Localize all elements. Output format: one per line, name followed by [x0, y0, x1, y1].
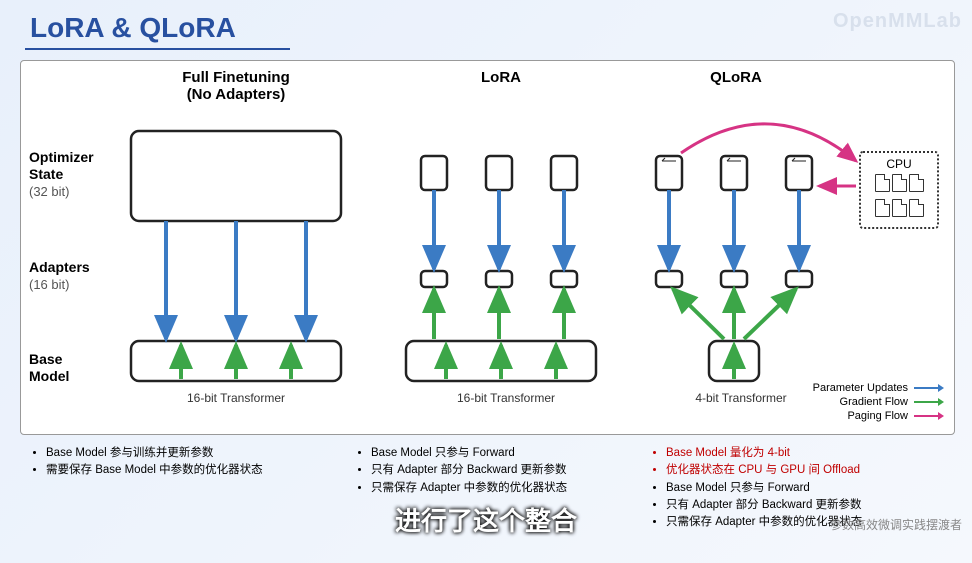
bullets-lora: Base Model 只参与 Forward只有 Adapter 部分 Back… [355, 445, 635, 497]
bullet-item: Base Model 只参与 Forward [371, 445, 635, 462]
slide-title: LoRA & QLoRA [30, 12, 236, 44]
bullet-item: Base Model 量化为 4-bit [666, 445, 960, 462]
doc-icon [892, 199, 907, 217]
watermark: OpenMMLab [833, 10, 962, 33]
tx-full: 16-bit Transformer [171, 391, 301, 405]
bullet-item: Base Model 只参与 Forward [666, 480, 960, 497]
subtitle-overlay: 进行了这个整合 [395, 501, 577, 538]
bullet-item: 只需保存 Adapter 中参数的优化器状态 [371, 480, 635, 497]
legend-param: Parameter Updates .legend-row:nth-child(… [813, 382, 942, 394]
cpu-docs [865, 173, 933, 223]
bullet-item: 需要保存 Base Model 中参数的优化器状态 [46, 462, 320, 479]
tx-qlora: 4-bit Transformer [681, 391, 801, 405]
cpu-label: CPU [865, 157, 933, 171]
diagram-container: Full Finetuning (No Adapters) LoRA QLoRA… [20, 60, 955, 435]
doc-icon [909, 199, 924, 217]
doc-icon [892, 174, 907, 192]
corner-credit: 参数高效微调实践摆渡者 [830, 516, 962, 533]
legend-grad: Gradient Flow .legend-row:nth-child(2) .… [813, 396, 942, 408]
cpu-box: CPU [859, 151, 939, 229]
doc-icon [909, 174, 924, 192]
bullet-item: 只有 Adapter 部分 Backward 更新参数 [666, 497, 960, 514]
title-underline [25, 48, 290, 50]
doc-icon [875, 199, 890, 217]
bullet-item: Base Model 参与训练并更新参数 [46, 445, 320, 462]
doc-icon [875, 174, 890, 192]
legend: Parameter Updates .legend-row:nth-child(… [813, 380, 942, 424]
bullets-full: Base Model 参与训练并更新参数需要保存 Base Model 中参数的… [30, 445, 320, 480]
legend-page: Paging Flow .legend-row:nth-child(3) .le… [813, 410, 942, 422]
bullet-item: 优化器状态在 CPU 与 GPU 间 Offload [666, 462, 960, 479]
tx-lora: 16-bit Transformer [441, 391, 571, 405]
bullet-item: 只有 Adapter 部分 Backward 更新参数 [371, 462, 635, 479]
